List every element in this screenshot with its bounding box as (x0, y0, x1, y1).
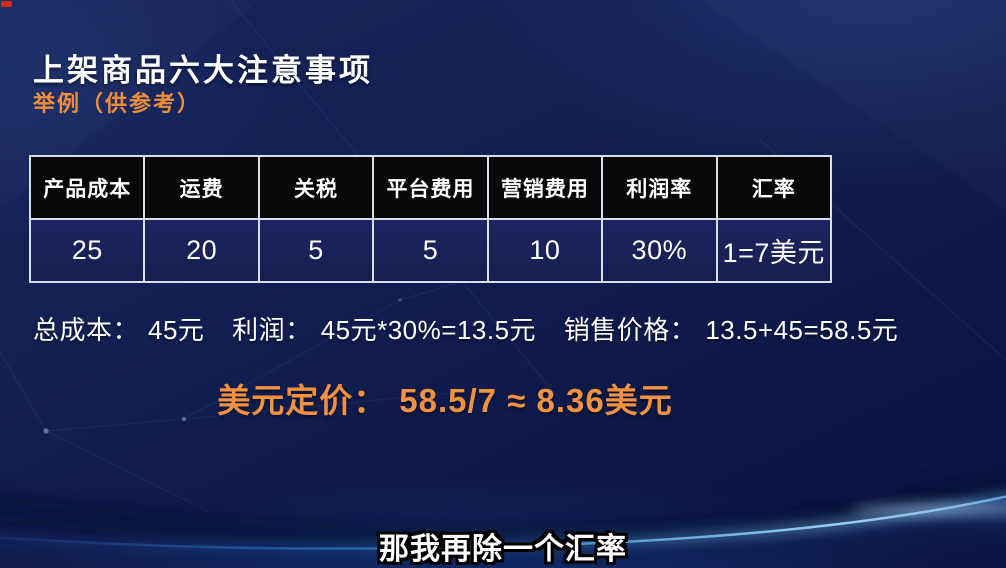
col-header-profit-margin: 利润率 (601, 155, 718, 220)
calculation-line: 总成本： 45元 利润： 45元*30%=13.5元 销售价格： 13.5+45=58… (33, 310, 918, 347)
cost-table-header-row: 产品成本 运费 关税 平台费用 营销费用 利润率 汇率 (28, 155, 833, 220)
cell-tariff: 5 (257, 218, 375, 283)
example-label: 举例（供参考） (33, 91, 202, 116)
total-cost-value: 45元 (148, 315, 205, 345)
col-header-platform-fee: 平台费用 (372, 155, 489, 220)
cell-exchange-rate: 1=7美元 (715, 218, 833, 283)
sale-price-label: 销售价格： (563, 315, 697, 345)
constellation-dots (43, 298, 402, 434)
cell-marketing-fee: 10 (486, 218, 604, 283)
profit-value: 45元*30%=13.5元 (320, 315, 537, 345)
sale-price-segment: 销售价格： 13.5+45=58.5元 (564, 315, 899, 345)
cell-product-cost: 25 (28, 218, 146, 283)
video-caption: 那我再除一个汇率 (379, 533, 627, 566)
cell-shipping: 20 (143, 218, 260, 283)
col-header-tariff: 关税 (257, 155, 375, 220)
cell-profit-margin: 30% (601, 218, 718, 283)
total-cost-segment: 总成本： 45元 (33, 315, 204, 345)
usd-pricing-label: 美元定价： (217, 382, 388, 419)
page-title: 上架商品六大注意事项 (33, 52, 373, 88)
usd-pricing-line: 美元定价： 58.5/7 ≈ 8.36美元 (0, 374, 890, 422)
sale-price-value: 13.5+45=58.5元 (705, 315, 899, 345)
profit-segment: 利润： 45元*30%=13.5元 (232, 315, 536, 345)
total-cost-label: 总成本： (33, 315, 140, 345)
cost-table: 产品成本 运费 关税 平台费用 营销费用 利润率 汇率 25 20 5 5 10… (28, 155, 833, 283)
recording-indicator-dot (1, 1, 12, 7)
col-header-shipping: 运费 (143, 155, 260, 220)
cell-platform-fee: 5 (372, 218, 489, 283)
cost-table-value-row: 25 20 5 5 10 30% 1=7美元 (28, 218, 833, 283)
col-header-product-cost: 产品成本 (28, 155, 146, 220)
light-streak-hotspot (850, 503, 1006, 517)
col-header-marketing-fee: 营销费用 (486, 155, 604, 220)
col-header-exchange-rate: 汇率 (715, 155, 833, 220)
profit-label: 利润： (232, 315, 312, 345)
usd-pricing-value: 58.5/7 ≈ 8.36美元 (399, 382, 673, 419)
